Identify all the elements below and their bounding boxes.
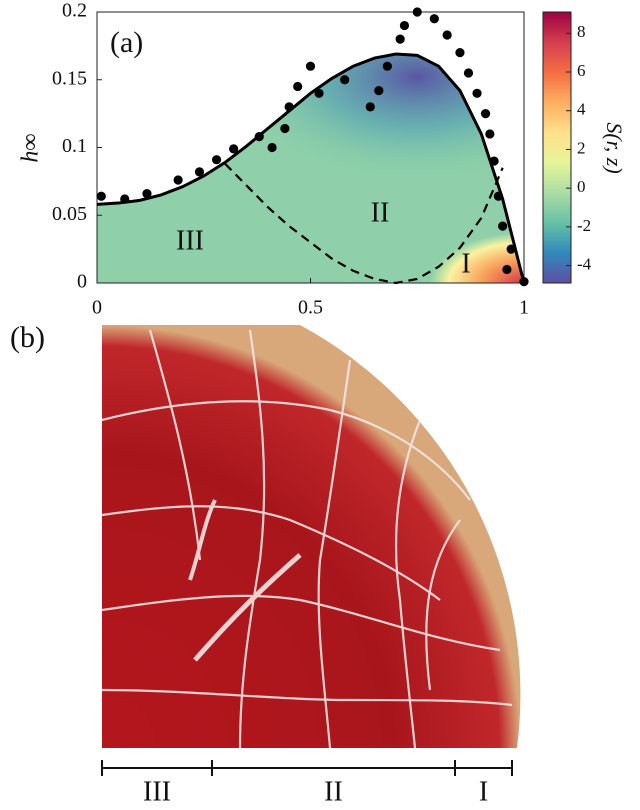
colorbar-tick-label: 8: [577, 22, 586, 41]
region-label: I: [461, 248, 470, 279]
data-point: [485, 129, 495, 139]
colorbar-tick-label: 6: [577, 61, 586, 80]
data-point: [489, 156, 499, 166]
photo: [101, 325, 521, 749]
data-point: [267, 142, 277, 153]
y-tick-label: 0.15: [52, 67, 87, 89]
data-point: [399, 20, 410, 31]
data-point: [194, 167, 205, 177]
y-tick-label: 0: [77, 271, 87, 293]
y-axis-label: h∞: [18, 133, 44, 162]
data-point: [395, 34, 405, 44]
data-point: [519, 277, 529, 287]
data-point: [340, 75, 350, 85]
data-point: [455, 48, 465, 58]
region-label: III: [176, 225, 204, 256]
data-point: [280, 123, 290, 134]
colorbar-tick-label: -2: [577, 216, 591, 235]
panel-label: (b): [10, 321, 45, 354]
y-tick-label: 0.05: [52, 203, 87, 225]
colorbar-tick-label: 2: [577, 138, 586, 157]
colorbar-label: S(r, z): [602, 122, 627, 173]
data-point: [305, 61, 316, 71]
data-point: [493, 191, 503, 201]
data-point: [314, 88, 324, 98]
x-tick-label: 0: [92, 297, 102, 319]
data-point: [506, 244, 516, 254]
data-point: [374, 85, 384, 96]
data-point: [365, 102, 375, 112]
x-tick-label: 1: [519, 297, 529, 319]
data-point: [429, 14, 439, 24]
data-point: [96, 191, 106, 201]
solid-curve: [96, 52, 526, 284]
data-point: [254, 132, 264, 142]
data-point: [463, 68, 474, 78]
panel-label: (a): [110, 26, 143, 59]
data-point: [229, 144, 239, 154]
data-point: [120, 194, 130, 204]
data-point: [480, 109, 491, 119]
data-point: [498, 221, 508, 231]
region-label: I: [479, 776, 488, 807]
data-point: [502, 264, 512, 275]
data-point: [442, 30, 452, 40]
data-point: [293, 81, 303, 92]
dashed-curve: [224, 162, 504, 285]
field-shade: [97, 54, 524, 283]
region-label: II: [324, 776, 343, 807]
y-tick-label: 0.1: [62, 135, 87, 157]
colorbar-tick-label: -4: [577, 254, 592, 273]
colorbar: [542, 11, 572, 284]
data-point: [211, 155, 222, 165]
data-point: [284, 102, 294, 112]
data-point: [382, 61, 392, 71]
region-label: III: [143, 776, 171, 807]
data-point: [412, 7, 422, 17]
data-point: [142, 188, 152, 199]
data-point: [472, 88, 482, 98]
data-point: [173, 175, 183, 185]
x-tick-label: 0.5: [298, 297, 323, 319]
colorbar-tick-label: 0: [577, 177, 586, 196]
y-tick-label: 0.2: [62, 0, 87, 22]
colorbar-tick-label: 4: [577, 100, 586, 119]
region-label: II: [371, 197, 390, 228]
